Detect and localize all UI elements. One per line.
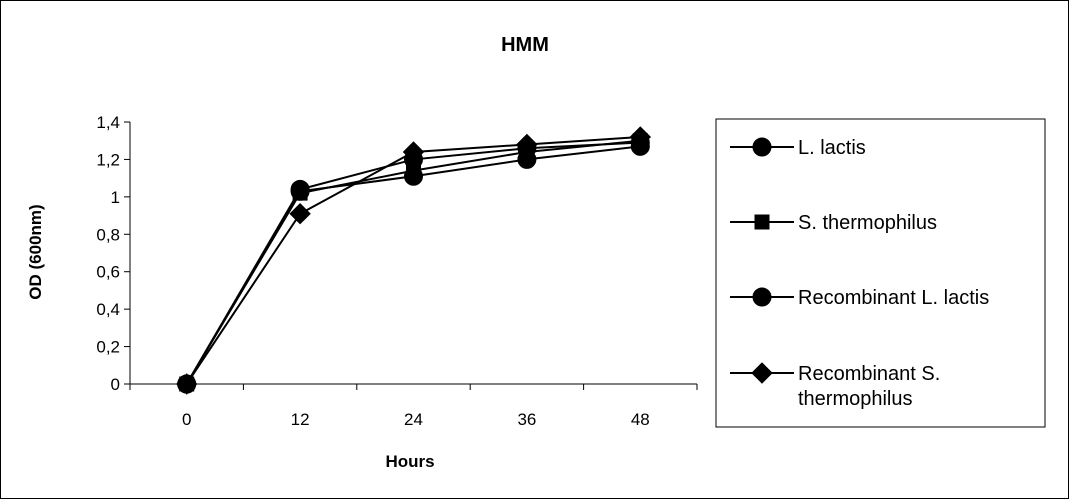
legend-marker [751, 362, 773, 384]
data-point [290, 179, 310, 199]
plot-area [175, 126, 652, 395]
data-point [516, 133, 538, 156]
data-point [175, 373, 198, 395]
legend-item: S. thermophilus [730, 212, 937, 234]
legend-label: S. thermophilus [798, 212, 937, 234]
x-tick-label: 36 [517, 410, 536, 429]
x-tick-label: 24 [404, 410, 423, 429]
x-tick-label: 0 [182, 410, 191, 429]
legend-item: Recombinant L. lactis [730, 287, 989, 309]
axes: 0 0,2 0,4 0,6 0,8 1 1,2 1,4 0 12 24 36 48 [96, 113, 698, 429]
x-tick-label: 12 [291, 410, 310, 429]
y-tick-label: 0,4 [96, 300, 120, 319]
legend-box [715, 118, 1046, 428]
data-point [289, 202, 311, 225]
y-tick-label: 0,6 [96, 263, 120, 282]
y-tick-label: 0 [111, 375, 120, 394]
y-tick-label: 1,4 [96, 113, 120, 132]
legend: L. lactis S. thermophilus Recombinant L. l… [715, 118, 1046, 428]
y-tick-label: 1 [111, 188, 120, 207]
y-tick-label: 0,8 [96, 225, 120, 244]
chart-title: HMM [501, 34, 549, 56]
legend-label: L. lactis [798, 137, 866, 159]
legend-label: Recombinant L. lactis [798, 287, 989, 309]
data-point [402, 141, 425, 163]
legend-marker [754, 214, 770, 230]
legend-item: Recombinant S. thermophilus [730, 362, 940, 410]
series-4 [175, 126, 652, 395]
data-point [629, 126, 652, 148]
x-tick-label: 48 [631, 410, 650, 429]
legend-marker [752, 137, 772, 157]
x-axis-title: Hours [385, 452, 434, 471]
y-tick-label: 1,2 [96, 150, 120, 169]
series-2 [179, 133, 648, 392]
y-tick-label: 0,2 [96, 338, 120, 357]
legend-label: Recombinant S. thermophilus [798, 363, 940, 410]
y-axis-title: OD (600nm) [26, 204, 45, 299]
legend-item: L. lactis [730, 137, 866, 159]
legend-marker [752, 287, 772, 307]
